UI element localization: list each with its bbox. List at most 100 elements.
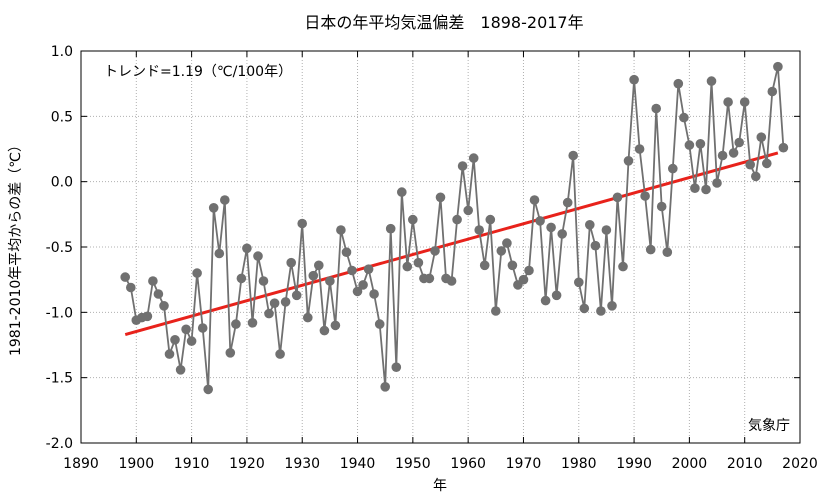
data-point	[286, 257, 297, 268]
data-point	[380, 382, 391, 392]
data-point	[397, 187, 407, 197]
data-point	[452, 214, 462, 225]
data-point	[374, 319, 385, 329]
data-point	[347, 265, 357, 276]
y-tick-label: 1.0	[51, 44, 73, 60]
data-point	[197, 323, 208, 333]
data-point	[502, 238, 512, 248]
series-layer	[124, 66, 785, 390]
data-point	[391, 362, 402, 373]
x-tick-label: 2010	[727, 456, 763, 472]
data-point	[535, 216, 545, 226]
data-point	[148, 276, 158, 286]
x-tick-labels: 1890 1900 1910 1920 1930 1940 1950 1960 1970 1980…	[63, 456, 818, 472]
data-point	[308, 270, 319, 281]
data-point	[568, 150, 578, 161]
y-tick-labels: -2.0 -1.5 -1.0 -0.5 0.0 0.5 1.0	[46, 44, 73, 452]
data-point	[623, 156, 634, 166]
data-points	[120, 61, 789, 395]
data-point	[651, 103, 661, 114]
data-point	[247, 318, 258, 328]
data-point	[745, 159, 755, 170]
data-point	[640, 191, 650, 201]
data-point	[540, 295, 551, 306]
y-tick-label: 0.5	[51, 109, 73, 125]
data-point	[457, 161, 468, 171]
x-tick-label: 1930	[284, 456, 320, 472]
data-point	[739, 97, 750, 107]
data-point	[314, 260, 324, 271]
data-point	[518, 274, 529, 285]
axis-ticks	[80, 50, 801, 444]
data-point	[551, 290, 562, 301]
data-point	[258, 276, 269, 286]
trend-annotation: トレンド=1.19（℃/100年）	[104, 64, 292, 80]
data-point	[491, 306, 501, 316]
data-point	[673, 78, 684, 89]
data-point	[557, 229, 567, 239]
data-point	[303, 312, 313, 323]
series-line	[124, 66, 785, 390]
x-axis-label: 年	[433, 478, 447, 494]
data-point	[596, 306, 606, 316]
data-point	[352, 286, 363, 297]
x-tick-label: 2000	[672, 456, 708, 472]
data-point	[208, 203, 219, 213]
data-point	[402, 261, 413, 272]
trend-line	[124, 151, 779, 336]
data-point	[468, 153, 479, 163]
data-point	[280, 297, 291, 307]
data-point	[684, 140, 695, 150]
chart-title: 日本の年平均気温偏差 1898-2017年	[304, 13, 583, 32]
data-point	[336, 225, 346, 235]
data-point	[601, 225, 612, 235]
data-point	[645, 244, 656, 255]
data-point	[164, 349, 175, 359]
trend-layer	[124, 151, 779, 336]
data-point	[656, 201, 667, 212]
data-point	[369, 289, 379, 299]
data-point	[762, 158, 772, 169]
data-point	[778, 142, 789, 153]
data-point	[358, 280, 368, 290]
data-point	[291, 290, 302, 301]
y-tick-label: -0.5	[46, 240, 73, 256]
data-point	[242, 243, 252, 254]
data-point	[734, 137, 744, 148]
data-point	[717, 150, 728, 161]
credit-label: 気象庁	[748, 418, 790, 434]
y-tick-label: 0.0	[51, 175, 73, 191]
data-point	[430, 246, 440, 256]
data-point	[142, 311, 153, 322]
data-point	[120, 272, 130, 282]
x-tick-label: 1970	[506, 456, 542, 472]
data-point	[524, 265, 534, 276]
data-point	[341, 247, 352, 257]
data-point	[706, 76, 717, 86]
data-point	[579, 303, 590, 314]
data-point	[159, 301, 169, 311]
data-point	[297, 218, 308, 229]
data-point	[690, 183, 700, 193]
data-point	[668, 163, 678, 174]
data-point	[728, 148, 739, 158]
data-point	[175, 365, 186, 375]
x-tick-label: 1890	[63, 456, 99, 472]
data-point	[751, 171, 761, 182]
data-point	[236, 273, 247, 284]
data-point	[496, 246, 507, 256]
data-point	[220, 195, 230, 205]
data-point	[225, 348, 236, 358]
x-tick-label: 1960	[450, 456, 486, 472]
data-point	[629, 74, 639, 85]
data-point	[446, 276, 457, 286]
data-point	[231, 319, 241, 329]
x-tick-label: 2020	[782, 456, 818, 472]
data-point	[170, 335, 180, 345]
data-point	[756, 132, 767, 142]
data-point	[275, 349, 285, 359]
data-point	[408, 214, 418, 225]
data-point	[562, 197, 573, 208]
data-point	[253, 251, 263, 261]
